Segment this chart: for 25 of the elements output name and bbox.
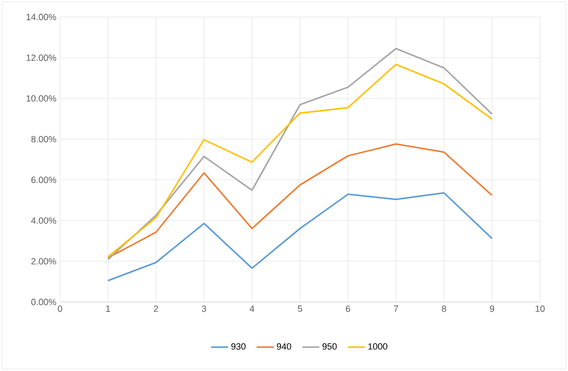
- x-tick-label: 5: [298, 306, 302, 312]
- x-tick-label: 7: [394, 306, 398, 312]
- y-tick-label: 2.00%: [31, 258, 56, 264]
- legend-label: 940: [276, 343, 292, 350]
- y-tick-label: 4.00%: [31, 217, 56, 224]
- line-series: [107, 143, 493, 259]
- y-tick-label: 6.00%: [31, 176, 56, 184]
- y-tick-label: 14.00%: [26, 14, 56, 20]
- legend-label: 1000: [368, 343, 388, 350]
- line-series: [107, 192, 493, 282]
- legend-label: 930: [231, 343, 246, 350]
- y-tick-label: 10.00%: [26, 95, 56, 102]
- legend-label: 950: [322, 343, 337, 350]
- x-tick-label: 4: [250, 306, 254, 312]
- x-tick-label: 6: [346, 306, 350, 312]
- x-tick-label: 8: [442, 306, 446, 312]
- x-tick-label: 9: [490, 306, 494, 312]
- x-tick-label: 3: [202, 306, 206, 312]
- y-tick-label: 12.00%: [26, 54, 56, 61]
- y-tick-label: 0.00%: [31, 298, 56, 306]
- x-tick-label: 0: [58, 306, 62, 312]
- x-tick-label: 10: [536, 306, 545, 312]
- x-tick-label: 1: [106, 306, 110, 312]
- y-tick-label: 8.00%: [31, 136, 56, 142]
- x-tick-label: 2: [154, 306, 158, 312]
